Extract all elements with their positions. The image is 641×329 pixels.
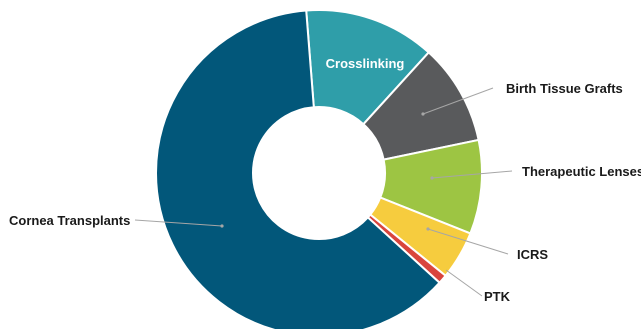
leader-birth-tissue-grafts bbox=[422, 87, 494, 115]
labels-group: Crosslinking Birth Tissue Grafts Therape… bbox=[9, 56, 641, 304]
slice-cornea-transplants bbox=[155, 9, 441, 329]
label-crosslinking: Crosslinking bbox=[326, 56, 405, 71]
label-cornea-transplants: Cornea Transplants bbox=[9, 213, 130, 228]
leader-icrs bbox=[427, 228, 509, 255]
slice-crosslinking bbox=[305, 9, 431, 126]
leader-therapeutic-lenses bbox=[431, 170, 513, 179]
label-ptk: PTK bbox=[484, 289, 511, 304]
slices-group bbox=[155, 9, 483, 329]
leader-cornea-transplants bbox=[134, 219, 223, 227]
leader-dot-therapeutic-lenses bbox=[430, 176, 434, 180]
label-birth-tissue-grafts: Birth Tissue Grafts bbox=[506, 81, 623, 96]
label-therapeutic-lenses: Therapeutic Lenses bbox=[522, 164, 641, 179]
leader-ptk bbox=[445, 269, 483, 297]
leader-dot-birth-tissue-grafts bbox=[421, 112, 425, 116]
leader-dot-cornea-transplants bbox=[220, 224, 224, 228]
label-icrs: ICRS bbox=[517, 247, 548, 262]
leader-dot-icrs bbox=[426, 227, 430, 231]
